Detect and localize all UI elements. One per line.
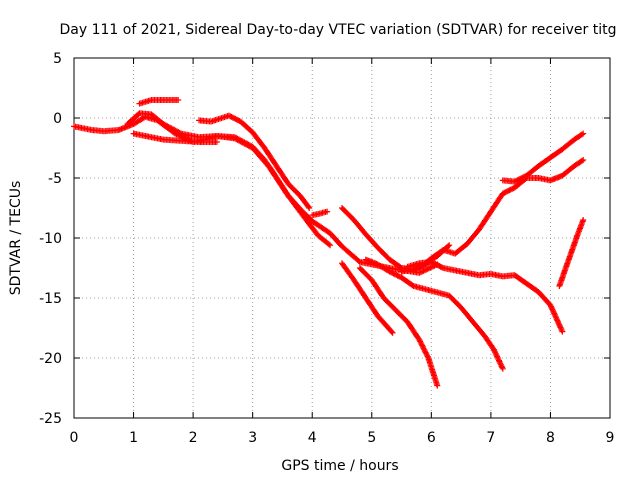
series-marks bbox=[362, 256, 506, 372]
series-track-f bbox=[309, 208, 331, 219]
series-marks bbox=[71, 113, 334, 249]
series-track-n bbox=[556, 217, 587, 289]
series-marks bbox=[339, 260, 396, 336]
x-tick-label: 5 bbox=[367, 430, 376, 446]
y-tick-label: 0 bbox=[53, 111, 62, 127]
x-axis-label: GPS time / hours bbox=[281, 458, 398, 474]
x-tick-label: 7 bbox=[486, 430, 495, 446]
y-axis-label: SDTVAR / TECUs bbox=[8, 181, 24, 296]
series-track-l bbox=[398, 157, 587, 275]
y-tick-label: -15 bbox=[39, 291, 62, 307]
series-marks bbox=[398, 157, 587, 275]
series-marks bbox=[130, 130, 220, 145]
x-tick-label: 8 bbox=[546, 430, 555, 446]
series-track-e bbox=[196, 112, 313, 211]
x-tick-label: 3 bbox=[248, 430, 257, 446]
x-tick-label: 4 bbox=[308, 430, 317, 446]
x-tick-label: 0 bbox=[70, 430, 79, 446]
series-track-d bbox=[130, 130, 220, 145]
axis-ticks: 0 1 2 3 4 5 6 7 8 9 5 0 -5 -10 -15 -20 -25 bbox=[39, 51, 614, 446]
x-tick-label: 6 bbox=[427, 430, 436, 446]
series-track-i bbox=[356, 265, 441, 389]
x-tick-label: 9 bbox=[606, 430, 615, 446]
y-tick-label: -5 bbox=[48, 171, 62, 187]
series-marks bbox=[556, 217, 587, 289]
series-marks bbox=[124, 110, 441, 276]
series-track-h bbox=[339, 260, 396, 336]
series-track-b bbox=[124, 110, 441, 276]
series-track-a bbox=[71, 113, 334, 249]
series-marks bbox=[196, 112, 313, 211]
series-marks bbox=[356, 265, 441, 389]
y-tick-label: -20 bbox=[39, 351, 62, 367]
series-marks bbox=[309, 208, 331, 219]
grid-lines bbox=[74, 58, 610, 418]
y-tick-label: -10 bbox=[39, 231, 62, 247]
series-track-m bbox=[499, 130, 587, 185]
x-tick-label: 2 bbox=[189, 430, 198, 446]
data-series bbox=[71, 97, 587, 389]
series-marks bbox=[136, 97, 182, 107]
series-track-j bbox=[362, 256, 506, 372]
series-track-c bbox=[136, 97, 182, 107]
y-tick-label: -25 bbox=[39, 411, 62, 427]
x-tick-label: 1 bbox=[129, 430, 138, 446]
y-tick-label: 5 bbox=[53, 51, 62, 67]
series-marks bbox=[499, 130, 587, 185]
chart-title: Day 111 of 2021, Sidereal Day-to-day VTE… bbox=[60, 22, 617, 38]
